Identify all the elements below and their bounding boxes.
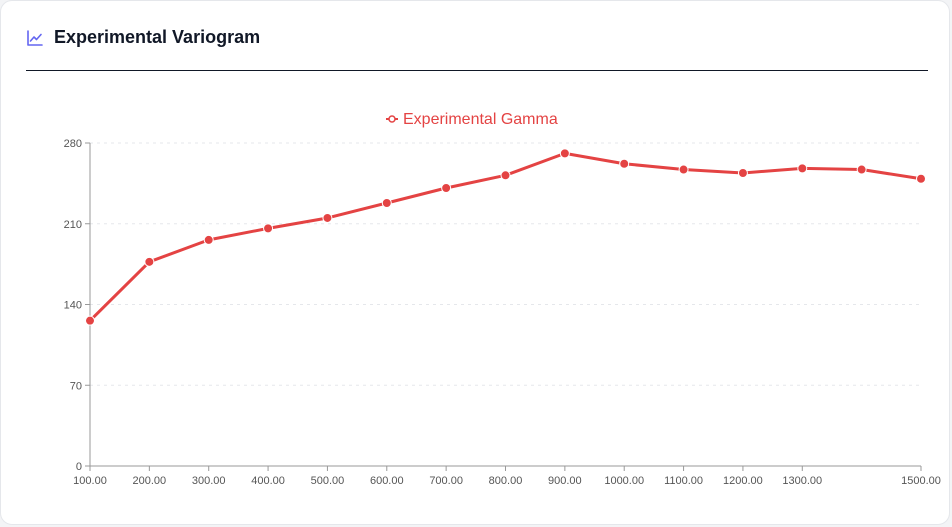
y-tick-label: 280 [64,138,82,150]
x-tick-label: 800.00 [489,475,523,487]
x-tick-label: 200.00 [133,475,167,487]
data-point[interactable] [737,167,748,178]
x-tick-label: 1100.00 [664,475,703,487]
legend-point-marker [388,115,396,123]
data-point[interactable] [678,164,689,175]
data-point[interactable] [797,163,808,174]
x-tick-label: 1500.00 [901,475,941,487]
x-tick-label: 1300.00 [782,475,822,487]
data-point[interactable] [322,212,333,223]
x-tick-label: 500.00 [311,475,345,487]
x-tick-label: 600.00 [370,475,404,487]
data-point[interactable] [619,158,630,169]
x-tick-label: 400.00 [251,475,285,487]
x-tick-label: 900.00 [548,475,582,487]
x-tick-label: 100.00 [73,475,107,487]
data-point[interactable] [916,173,926,184]
chart-title: Experimental Variogram [54,27,261,47]
data-point[interactable] [500,170,511,181]
x-tick-label: 1000.00 [604,475,644,487]
data-point[interactable] [856,164,867,175]
data-point[interactable] [381,197,392,208]
data-point[interactable] [85,315,95,326]
data-point[interactable] [144,256,155,267]
line-chart-icon [27,29,43,46]
y-tick-label: 210 [64,219,82,231]
data-point[interactable] [263,223,274,234]
header-divider [26,70,928,71]
legend-label[interactable]: Experimental Gamma [403,111,558,128]
x-tick-label: 1200.00 [723,475,763,487]
data-point[interactable] [441,182,452,193]
card-header: Experimental Variogram [26,27,260,48]
x-tick-label: 700.00 [429,475,463,487]
x-tick-label: 300.00 [192,475,226,487]
y-tick-label: 0 [76,461,82,473]
y-tick-label: 70 [70,380,82,392]
data-point[interactable] [203,234,214,245]
data-point[interactable] [559,148,570,159]
y-tick-label: 140 [64,300,82,312]
